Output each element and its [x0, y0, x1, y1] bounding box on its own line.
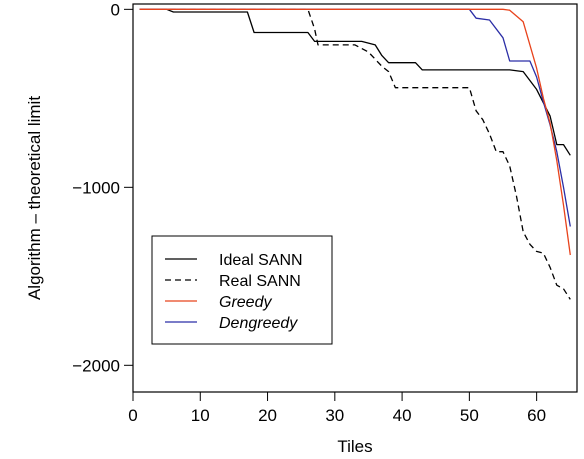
x-tick-label: 30 [325, 406, 344, 425]
legend-label: Real SANN [219, 273, 301, 290]
x-tick-label: 40 [393, 406, 412, 425]
x-tick-label: 20 [258, 406, 277, 425]
y-tick-label: 0 [111, 0, 120, 19]
x-axis-title: Tiles [337, 437, 372, 456]
x-tick-label: 50 [460, 406, 479, 425]
y-axis-title: Algorithm – theoretical limit [25, 96, 44, 300]
y-tick-label: −1000 [72, 178, 120, 197]
legend-label: Ideal SANN [219, 252, 303, 269]
x-tick-label: 10 [191, 406, 210, 425]
y-tick-label: −2000 [72, 356, 120, 375]
legend-label: Dengreedy [219, 315, 298, 332]
legend: Ideal SANN Real SANN Greedy Dengreedy [152, 236, 332, 344]
x-tick-label: 0 [128, 406, 137, 425]
x-tick-label: 60 [527, 406, 546, 425]
legend-label: Greedy [219, 294, 272, 311]
